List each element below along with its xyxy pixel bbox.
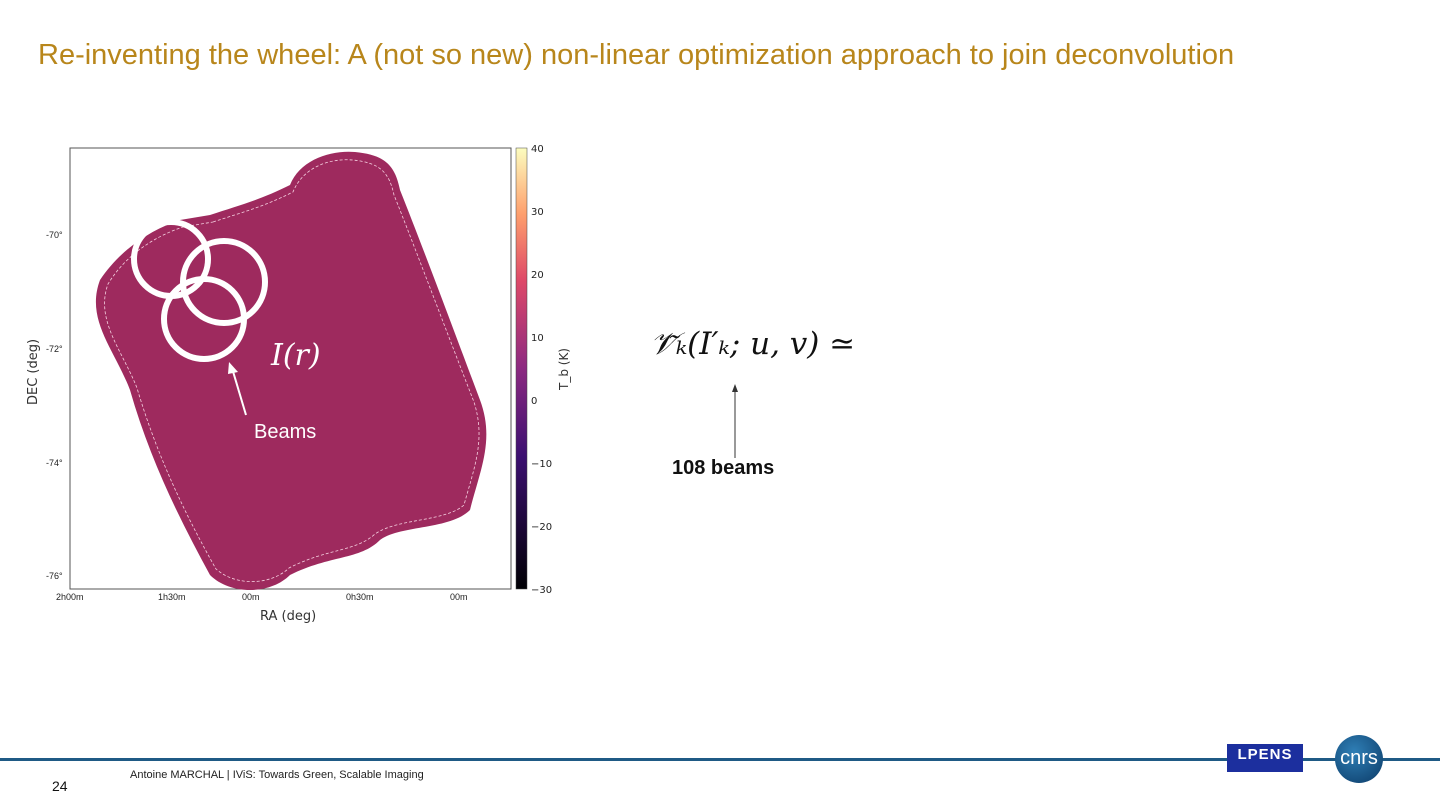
x-axis-label: RA (deg) <box>260 609 316 624</box>
x-tick: 00m <box>450 592 468 602</box>
x-tick: 2h00m <box>56 592 84 602</box>
y-tick: -76° <box>46 571 63 581</box>
colorbar-tick: −10 <box>531 459 552 470</box>
footer-text: Antoine MARCHAL | IViS: Towards Green, S… <box>130 769 424 781</box>
y-axis-label: DEC (deg) <box>26 339 41 405</box>
cnrs-logo: cnrs <box>1335 735 1383 783</box>
colorbar-label: T_b (K) <box>557 348 571 391</box>
y-tick: -70° <box>46 230 63 240</box>
page-number: 24 <box>52 778 68 794</box>
x-tick: 00m <box>242 592 260 602</box>
y-tick: -72° <box>46 344 63 354</box>
beam-circles <box>131 219 268 362</box>
x-tick: 0h30m <box>346 592 374 602</box>
beams-arrow <box>231 367 247 416</box>
beams-label: Beams <box>254 421 316 443</box>
visibility-formula: 𝒱̃ₖ(I′ₖ; u, v) ≃ <box>650 326 856 362</box>
colorbar-tick: −30 <box>531 585 552 596</box>
slide-title: Re-inventing the wheel: A (not so new) n… <box>38 39 1235 71</box>
beams-count-annotation: 108 beams <box>672 457 775 479</box>
colorbar-tick: 30 <box>531 207 544 218</box>
colorbar-tick: −20 <box>531 522 552 533</box>
footer-divider <box>0 758 1440 761</box>
colorbar-tick: 0 <box>531 396 537 407</box>
colorbar-tick: 10 <box>531 333 544 344</box>
lpens-logo: LPENS <box>1227 744 1303 772</box>
image-label: I(r) <box>270 338 321 373</box>
colorbar <box>515 147 528 590</box>
colorbar-tick: 20 <box>531 270 544 281</box>
x-tick: 1h30m <box>158 592 186 602</box>
map-region <box>95 151 487 590</box>
y-tick: -74° <box>46 458 63 468</box>
colorbar-tick: 40 <box>531 144 544 155</box>
